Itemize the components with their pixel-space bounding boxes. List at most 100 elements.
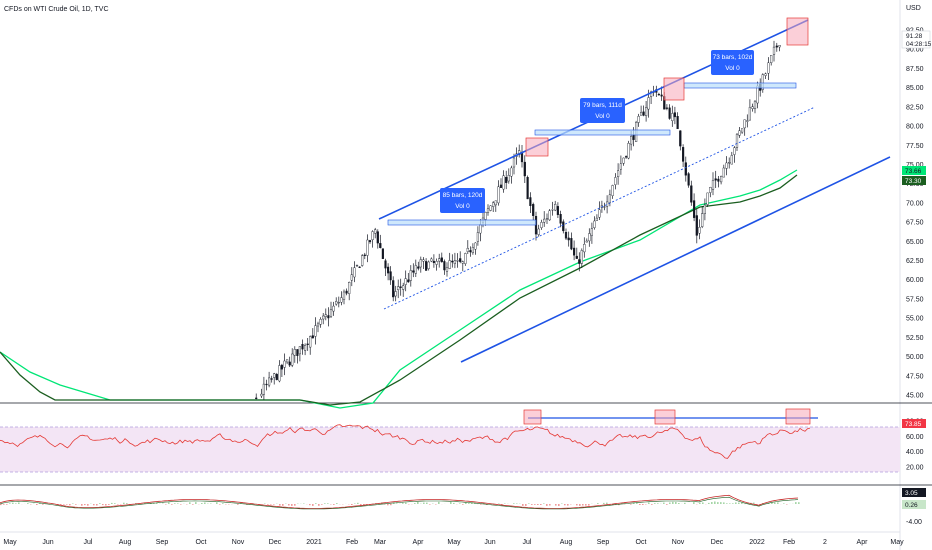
candle-body [593, 220, 596, 229]
macd-histogram-bar [498, 503, 500, 504]
candle-body [348, 282, 351, 294]
date-range-bar [387, 219, 537, 226]
rsi-highlight-box [654, 409, 676, 425]
macd-line [0, 494, 799, 509]
macd-histogram-bar [288, 504, 290, 506]
macd-histogram-bar [579, 504, 581, 506]
price-tick-label: 65.00 [906, 239, 924, 246]
macd-histogram-bar [462, 504, 464, 505]
candle-body [371, 231, 374, 241]
candle-body [717, 178, 720, 182]
candle-body [687, 173, 690, 186]
macd-histogram-bar [75, 504, 77, 505]
candle-body [265, 383, 268, 386]
macd-histogram-bar [729, 503, 731, 504]
macd-histogram-bar [87, 504, 89, 506]
macd-histogram-bar [219, 504, 221, 505]
candle-body [345, 290, 348, 294]
macd-histogram-bar [504, 503, 506, 504]
candle-body [311, 335, 314, 339]
time-tick-label: Aug [119, 539, 132, 546]
candle-body [494, 200, 497, 206]
candle-body [283, 360, 286, 368]
macd-histogram-bar [537, 504, 539, 505]
candle-body [484, 211, 487, 220]
candle-body [350, 274, 353, 281]
candle-body [543, 218, 546, 223]
price-tick-label: 52.50 [906, 335, 924, 342]
candle-body [445, 267, 449, 272]
peak-highlight-box [525, 137, 549, 157]
rsi-tick-label: 20.00 [906, 464, 924, 471]
candle-body [559, 213, 562, 224]
macd-histogram-bar [72, 503, 74, 504]
moving-averages [0, 169, 798, 409]
rsi-highlight-box [523, 409, 542, 425]
price-axis[interactable]: 92.5090.0087.5085.0082.5080.0077.5075.00… [906, 28, 924, 527]
macd-histogram-bar [108, 504, 110, 505]
candle-body [611, 185, 614, 196]
macd-histogram-bar [540, 504, 542, 505]
time-tick-label: Jun [42, 539, 53, 546]
macd-histogram-bar [522, 504, 524, 506]
price-tick-label: 90.00 [906, 47, 924, 54]
candle-body [679, 130, 682, 147]
macd-histogram-bar [12, 502, 14, 504]
lower-trendline [460, 156, 891, 363]
candle-body [775, 45, 778, 48]
candle-body [714, 178, 717, 181]
candle-body [665, 107, 668, 109]
price-tick-label: 47.50 [906, 373, 924, 380]
time-axis[interactable]: May Jun Jul Aug Sep Oct Nov Dec 2021 Feb Mar Apr May… [3, 539, 904, 546]
candle-body [425, 261, 428, 271]
macd-histogram-bar [315, 503, 317, 504]
candle-body [389, 271, 392, 281]
macd-histogram-bar [354, 503, 356, 504]
candle-body [489, 205, 492, 211]
macd-histogram-bar [204, 502, 206, 504]
candle-body [756, 85, 759, 104]
macd-histogram-bar [396, 503, 398, 504]
candle-body [422, 259, 425, 262]
time-tick-label: Jul [84, 539, 93, 546]
macd-histogram-bar [426, 502, 428, 504]
annotation-box-1[interactable]: 85 bars, 120d Vol 0 [440, 188, 485, 213]
time-tick-label: Jun [484, 539, 495, 546]
annotation-1-line2: Vol 0 [455, 203, 470, 210]
macd-histogram-bar [264, 503, 266, 504]
candle-body [451, 260, 454, 263]
rsi-band [0, 427, 900, 472]
annotation-box-2[interactable]: 79 bars, 111d Vol 0 [580, 98, 625, 123]
candle-body [432, 260, 435, 264]
candle-body [368, 240, 372, 243]
macd-histogram-bar [606, 502, 608, 504]
candle-body [298, 346, 301, 355]
candle-body [505, 176, 508, 183]
macd-histogram-bar [723, 502, 725, 504]
candle-body [361, 255, 364, 266]
macd-histogram-bar [726, 503, 728, 504]
macd-histogram-bar [525, 504, 527, 506]
ma-slow-tag: 73.30 [902, 176, 926, 185]
macd-histogram-bar [351, 504, 353, 505]
macd-histogram-bar [126, 503, 128, 504]
time-tick-label: May [3, 539, 17, 546]
candle-body [293, 349, 296, 356]
candle-body [448, 260, 451, 269]
candle-body [262, 383, 265, 395]
ma-slow-line [0, 174, 798, 406]
annotation-box-3[interactable]: 73 bars, 102d Vol 0 [711, 50, 754, 75]
candle-body [340, 297, 343, 303]
macd-histogram-bar [111, 502, 113, 504]
candle-body [523, 161, 526, 177]
macd-histogram-bar [414, 503, 416, 504]
macd-histogram-bar [513, 503, 515, 504]
macd-histogram-bar [546, 504, 548, 506]
mid-channel-dotted [383, 106, 816, 310]
rsi-value: 73.85 [905, 421, 922, 428]
macd-histogram-bar [666, 504, 668, 505]
macd-histogram-bar [66, 504, 68, 505]
candle-body [730, 155, 733, 165]
candle-body [693, 200, 696, 218]
